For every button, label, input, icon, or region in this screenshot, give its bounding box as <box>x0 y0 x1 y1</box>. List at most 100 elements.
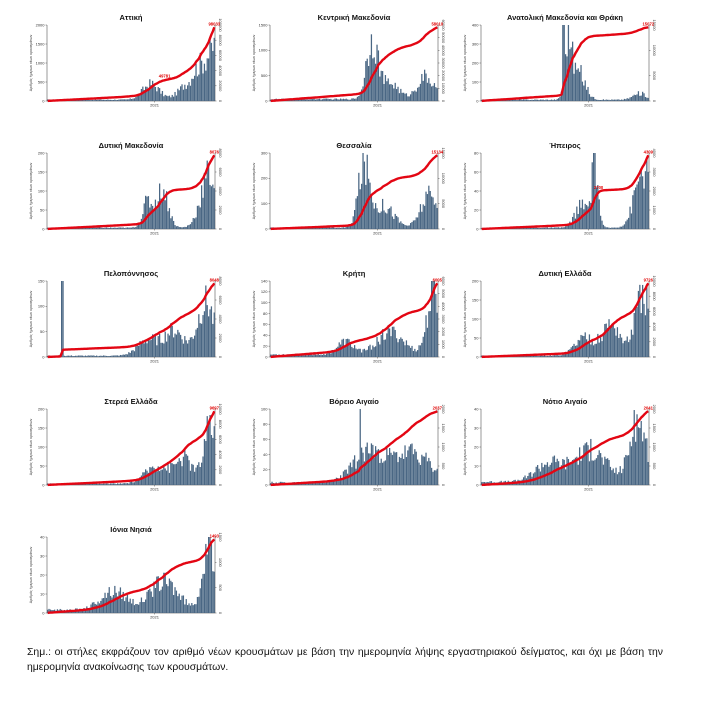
daily-cases-bar <box>425 315 427 357</box>
left-tick-label: 0 <box>42 610 45 615</box>
daily-cases-bar <box>305 354 307 357</box>
daily-cases-bar <box>370 443 373 485</box>
daily-cases-bar <box>435 203 437 229</box>
right-tick-label: 8000 <box>652 292 657 302</box>
daily-cases-bar <box>646 438 648 485</box>
daily-cases-bar <box>118 355 120 357</box>
daily-cases-bar <box>168 335 171 357</box>
daily-cases-bar <box>642 176 644 229</box>
right-tick-label: 0 <box>218 612 223 615</box>
daily-cases-bar <box>391 454 394 485</box>
daily-cases-bar <box>352 98 354 101</box>
daily-cases-bar <box>136 604 138 613</box>
daily-cases-bar <box>608 459 610 485</box>
daily-cases-bar <box>633 94 635 101</box>
daily-cases-bar <box>597 333 599 357</box>
daily-cases-bar <box>161 469 164 485</box>
daily-cases-bar <box>604 323 606 357</box>
daily-cases-bar <box>352 459 354 485</box>
daily-cases-bar <box>171 582 173 613</box>
daily-cases-bar <box>93 483 95 485</box>
cumulative-total-label: 9726 <box>644 277 654 282</box>
daily-cases-bar <box>383 83 385 101</box>
daily-cases-bar <box>362 452 364 485</box>
daily-cases-bar <box>131 350 133 357</box>
daily-cases-bar <box>160 469 162 485</box>
daily-cases-bar <box>558 461 560 485</box>
daily-cases-bar <box>164 94 166 101</box>
daily-cases-bar <box>611 99 613 101</box>
daily-cases-bar <box>523 227 525 229</box>
daily-cases-bar <box>401 453 403 485</box>
right-tick-label: 0 <box>441 228 446 231</box>
left-tick-label: 80 <box>263 422 268 427</box>
daily-cases-bar <box>542 227 544 229</box>
daily-cases-bar <box>68 355 70 357</box>
right-tick-label: 20000 <box>441 70 446 82</box>
daily-cases-bar <box>103 228 105 229</box>
daily-cases-bar <box>182 343 185 357</box>
left-tick-label: 1000 <box>36 60 46 65</box>
daily-cases-bar <box>539 99 542 101</box>
daily-cases-bar <box>345 98 347 101</box>
daily-cases-bar <box>534 227 536 229</box>
daily-cases-bar <box>511 99 514 101</box>
daily-cases-bar <box>524 99 526 101</box>
cumulative-total-label: 1493 <box>210 533 220 538</box>
daily-cases-bar <box>104 99 106 101</box>
daily-cases-bar <box>209 537 211 613</box>
daily-cases-bar <box>621 473 623 485</box>
right-tick-label: 1500 <box>218 533 223 543</box>
daily-cases-bar <box>295 99 297 101</box>
daily-cases-bar <box>377 449 380 485</box>
daily-cases-bar <box>417 350 419 357</box>
daily-cases-bar <box>337 346 339 357</box>
daily-cases-bar <box>429 190 431 229</box>
daily-cases-bar <box>422 204 424 229</box>
daily-cases-bar <box>375 63 377 101</box>
daily-cases-bar <box>314 354 317 357</box>
daily-cases-bar <box>163 343 165 357</box>
daily-cases-bar <box>414 90 416 101</box>
daily-cases-bar <box>510 99 512 101</box>
y-axis-title: Αριθμός ήμερων νέων κρουσμάτων <box>252 419 256 476</box>
daily-cases-bar <box>570 463 572 485</box>
left-tick-label: 40 <box>474 406 479 411</box>
daily-cases-bar <box>382 329 384 357</box>
daily-cases-bar <box>312 99 314 101</box>
daily-cases-bar <box>421 454 423 485</box>
daily-cases-bar <box>373 457 375 485</box>
daily-cases-bar <box>544 355 546 357</box>
left-tick-label: 0 <box>476 98 479 103</box>
daily-cases-bar <box>61 281 63 357</box>
daily-cases-bar <box>387 325 389 357</box>
daily-cases-bar <box>377 341 380 357</box>
daily-cases-bar <box>89 100 91 101</box>
daily-cases-bar <box>566 225 568 229</box>
daily-cases-bar <box>532 227 535 229</box>
daily-cases-bar <box>194 471 196 485</box>
daily-cases-bar <box>309 228 311 229</box>
daily-cases-bar <box>629 441 631 485</box>
daily-cases-bar <box>271 481 273 485</box>
daily-cases-bar <box>133 227 136 229</box>
daily-cases-bar <box>128 99 130 101</box>
daily-cases-bar <box>309 99 311 101</box>
daily-cases-bar <box>359 409 361 485</box>
daily-cases-bar <box>210 186 213 229</box>
daily-cases-bar <box>212 323 214 357</box>
x-tick-label: 2021 <box>373 359 383 364</box>
left-tick-label: 30 <box>40 553 45 558</box>
daily-cases-bar <box>567 223 570 229</box>
daily-cases-bar <box>178 332 180 357</box>
chart-title: Ανατολική Μακεδονία και Θράκη <box>507 13 623 22</box>
daily-cases-bar <box>118 483 120 485</box>
daily-cases-bar <box>97 356 99 357</box>
daily-cases-bar <box>143 203 145 229</box>
left-tick-label: 0 <box>265 482 268 487</box>
left-tick-label: 100 <box>261 201 268 206</box>
daily-cases-bar <box>622 343 624 357</box>
daily-cases-bar <box>314 482 317 485</box>
daily-cases-bar <box>626 336 628 357</box>
daily-cases-bar <box>397 217 399 229</box>
